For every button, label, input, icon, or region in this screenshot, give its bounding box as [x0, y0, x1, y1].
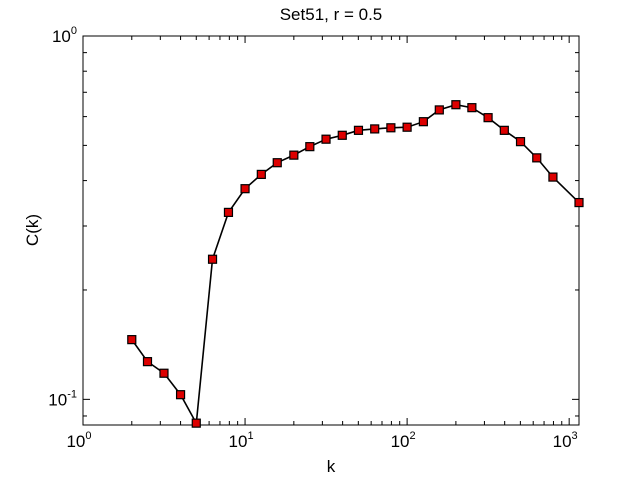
data-point [483, 113, 493, 123]
data-point [305, 142, 315, 152]
data-point [240, 184, 250, 194]
x-tick-label: 101 [229, 430, 254, 451]
chart-title: Set51, r = 0.5 [280, 5, 383, 24]
data-point [418, 117, 428, 127]
data-point [386, 123, 396, 133]
data-point [289, 150, 299, 160]
x-tick-label: 100 [66, 430, 91, 451]
data-point [548, 172, 558, 182]
data-point [499, 125, 509, 135]
data-point [127, 335, 137, 345]
data-point [175, 390, 186, 400]
y-tick-label: 100 [52, 25, 77, 46]
data-point [207, 254, 218, 264]
tick-labels-layer: 100 101 102 103 10-1 100 [48, 25, 577, 451]
data-point [223, 207, 234, 217]
series-layer [127, 100, 584, 428]
data-point [272, 158, 282, 168]
plot-frame [82, 35, 580, 426]
data-point [142, 357, 153, 367]
x-tick-label: 102 [391, 430, 416, 451]
data-point [574, 197, 584, 208]
y-tick-label: 10-1 [48, 388, 77, 409]
data-point [434, 105, 444, 115]
series-line [131, 103, 580, 426]
data-point [532, 153, 542, 163]
data-point [159, 368, 169, 378]
data-point [353, 125, 364, 135]
data-point [467, 103, 477, 113]
y-axis-label: C(k) [23, 214, 42, 246]
x-axis-label: k [327, 457, 336, 476]
data-point [256, 169, 266, 180]
data-point [321, 134, 331, 144]
data-point [451, 100, 461, 110]
data-point [191, 418, 201, 428]
data-point [402, 122, 412, 132]
data-point [337, 130, 347, 140]
x-tick-label: 103 [553, 430, 578, 451]
ticks-layer [82, 35, 579, 425]
data-point [370, 124, 380, 134]
data-point [515, 137, 526, 147]
